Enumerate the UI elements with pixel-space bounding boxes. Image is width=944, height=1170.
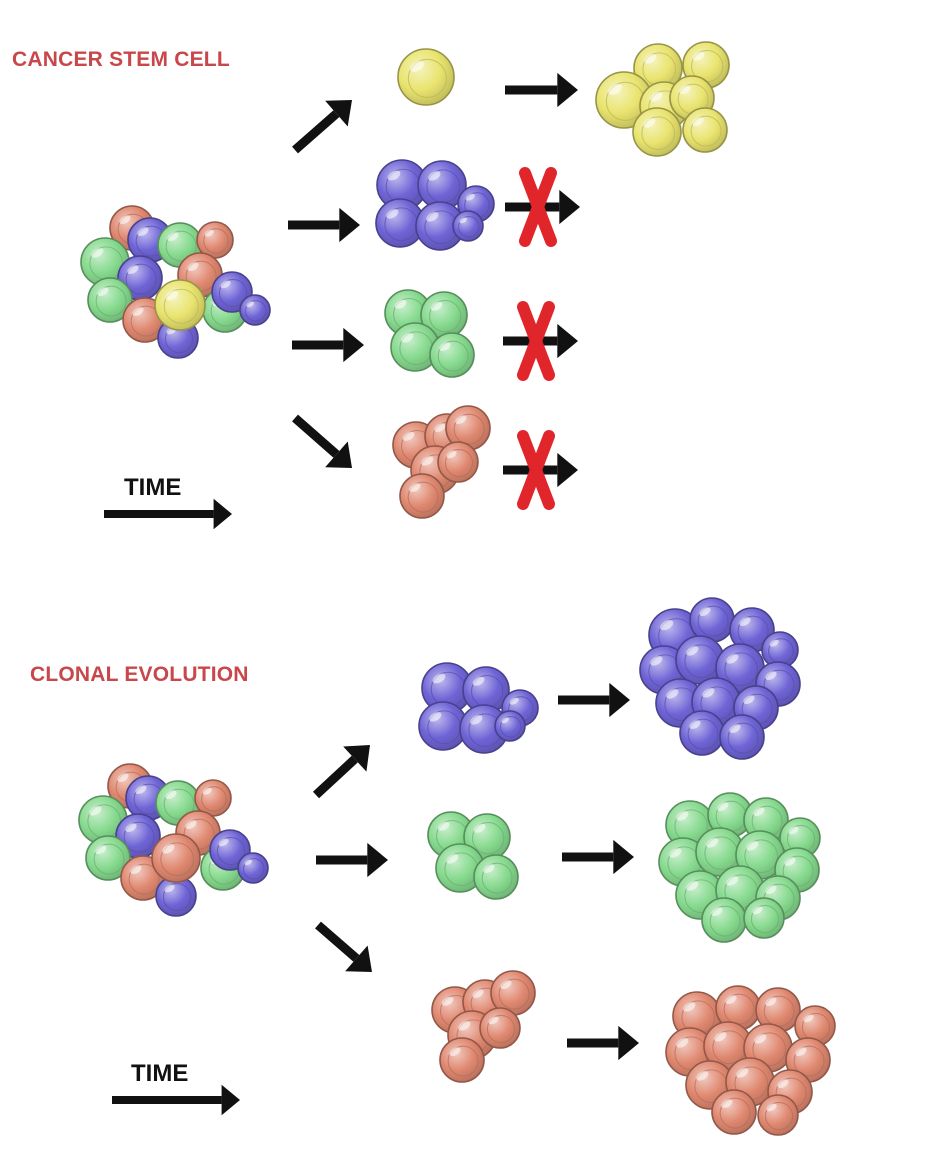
arrow-to-green-group-top [292, 327, 364, 363]
arrow-to-yellow-cell [292, 100, 352, 154]
yellow-expansion [595, 41, 730, 157]
green-group-top [384, 289, 475, 378]
green-expansion [658, 792, 821, 943]
arrow-green-to-expansion [562, 839, 634, 875]
time-arrow-top [104, 498, 232, 530]
cancer-stem-cell-title: CANCER STEM CELL [12, 48, 230, 71]
arrow-to-green-group-bottom [316, 842, 388, 878]
salmon-group-bottom [431, 970, 536, 1083]
time-arrow-bottom [112, 1084, 240, 1116]
block-mark-green [517, 301, 555, 381]
block-mark-salmon [517, 430, 555, 510]
salmon-expansion [665, 985, 836, 1136]
time-label-top: TIME [124, 474, 182, 501]
block-mark-blue [519, 167, 557, 247]
arrow-yellow-to-expansion [505, 72, 578, 108]
arrow-blue-to-expansion [558, 682, 630, 718]
mixed-tumor-top [80, 205, 271, 359]
arrow-salmon-to-expansion [567, 1025, 639, 1061]
blue-group-top [375, 159, 495, 251]
time-label-bottom: TIME [131, 1060, 189, 1087]
salmon-group-top [392, 405, 491, 519]
blue-expansion [639, 597, 801, 760]
blue-group-bottom [418, 662, 539, 754]
arrow-to-salmon-group-top [292, 414, 352, 468]
green-group-bottom [427, 811, 519, 900]
arrow-to-salmon-group-bottom [315, 921, 372, 972]
arrow-to-blue-group-bottom [312, 745, 370, 799]
arrow-to-blue-group-top [288, 207, 360, 243]
clonal-evolution-title: CLONAL EVOLUTION [30, 663, 249, 686]
yellow-stem-cell [397, 48, 455, 106]
mixed-tumor-bottom [78, 763, 269, 917]
